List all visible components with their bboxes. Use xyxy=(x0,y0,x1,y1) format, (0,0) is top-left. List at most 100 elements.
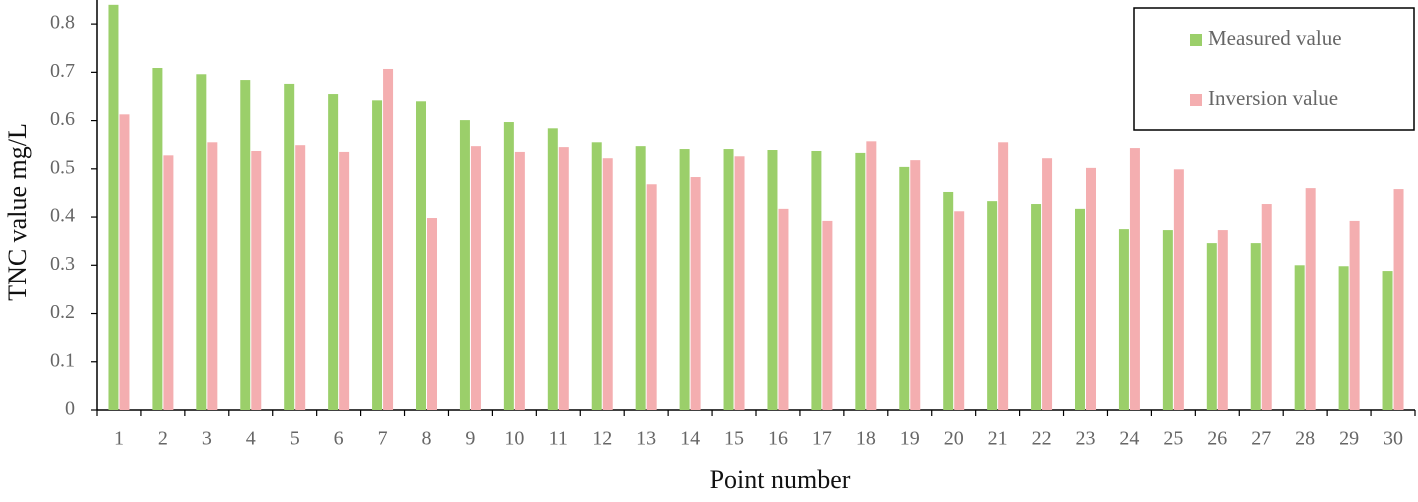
legend-box xyxy=(1133,7,1415,131)
bar xyxy=(734,156,745,410)
bar xyxy=(547,128,558,410)
x-tick-label: 20 xyxy=(944,428,964,450)
legend-swatch xyxy=(1190,34,1202,46)
bar xyxy=(119,114,130,410)
bar xyxy=(866,141,877,410)
x-tick-label: 22 xyxy=(1032,428,1052,450)
bar xyxy=(427,218,437,410)
bar xyxy=(1261,204,1272,410)
x-tick-label: 18 xyxy=(856,428,876,450)
bar xyxy=(811,150,822,410)
y-tick-label: 0.7 xyxy=(50,60,75,82)
bar xyxy=(470,146,481,410)
y-tick-label: 0.8 xyxy=(50,12,75,34)
bar xyxy=(998,142,1009,410)
bar xyxy=(1217,230,1228,410)
bar xyxy=(635,146,646,410)
y-tick-label: 0.4 xyxy=(50,205,75,227)
bar xyxy=(383,68,394,410)
bar xyxy=(240,80,251,410)
bar xyxy=(295,145,306,410)
bar xyxy=(328,94,339,410)
legend-label: Inversion value xyxy=(1208,86,1338,110)
bar xyxy=(558,147,569,410)
bar xyxy=(1129,148,1140,411)
x-tick-label: 14 xyxy=(680,428,700,450)
bar xyxy=(987,201,998,410)
x-tick-label: 17 xyxy=(812,428,832,450)
x-tick-label: 6 xyxy=(334,428,344,450)
x-tick-label: 7 xyxy=(378,428,388,450)
x-tick-label: 24 xyxy=(1119,428,1139,450)
bar xyxy=(690,177,701,410)
bar xyxy=(1118,229,1129,410)
x-tick-label: 15 xyxy=(724,428,744,450)
y-tick-label: 0.5 xyxy=(50,156,75,178)
bar xyxy=(1075,208,1085,410)
bar xyxy=(1031,204,1042,410)
y-tick-label: 0.6 xyxy=(50,108,75,130)
x-tick-label: 9 xyxy=(465,428,475,450)
x-axis-title: Point number xyxy=(710,465,851,494)
x-tick-label: 25 xyxy=(1163,428,1183,450)
bar xyxy=(767,150,778,410)
bar xyxy=(207,142,218,410)
x-tick-label: 29 xyxy=(1339,428,1359,450)
y-tick-label: 0.1 xyxy=(50,349,75,371)
x-tick-label: 12 xyxy=(592,428,612,450)
bar xyxy=(1393,189,1404,410)
bar xyxy=(778,208,789,410)
bar xyxy=(1305,188,1316,410)
bar xyxy=(855,152,866,410)
x-tick-label: 26 xyxy=(1207,428,1227,450)
bar xyxy=(339,151,350,411)
bar xyxy=(514,151,525,411)
bar xyxy=(1382,271,1393,410)
bar xyxy=(152,68,163,410)
bar xyxy=(723,149,734,410)
y-tick-label: 0 xyxy=(65,398,75,420)
y-tick-label: 0.3 xyxy=(50,253,75,275)
x-tick-label: 2 xyxy=(158,428,168,450)
bar xyxy=(1338,266,1349,410)
x-tick-label: 23 xyxy=(1076,428,1096,450)
bar xyxy=(602,158,613,410)
bar xyxy=(910,160,921,410)
x-tick-label: 16 xyxy=(768,428,788,450)
x-tick-label: 27 xyxy=(1251,428,1271,450)
bar xyxy=(899,166,910,410)
x-tick-label: 28 xyxy=(1295,428,1315,450)
bar xyxy=(416,101,426,410)
bar xyxy=(459,120,470,410)
x-tick-label: 21 xyxy=(988,428,1008,450)
x-tick-label: 11 xyxy=(549,428,568,450)
legend-label: Measured value xyxy=(1208,26,1342,50)
bar xyxy=(251,150,262,410)
bar xyxy=(1042,158,1053,410)
y-tick-label: 0.2 xyxy=(50,301,75,323)
x-tick-label: 30 xyxy=(1383,428,1403,450)
bar xyxy=(1349,220,1360,410)
bar xyxy=(372,100,383,411)
bar xyxy=(1206,243,1217,410)
x-tick-label: 19 xyxy=(900,428,920,450)
y-axis-title: TNC value mg/L xyxy=(3,123,32,301)
x-tick-label: 1 xyxy=(114,428,124,450)
bar xyxy=(646,184,657,410)
x-tick-label: 3 xyxy=(202,428,212,450)
legend-swatch xyxy=(1190,94,1202,106)
bar xyxy=(108,4,119,411)
x-tick-label: 4 xyxy=(246,428,256,450)
bar xyxy=(1086,167,1096,410)
x-tick-label: 8 xyxy=(422,428,432,450)
bar xyxy=(163,155,174,410)
x-tick-label: 10 xyxy=(504,428,524,450)
bar xyxy=(503,122,514,411)
bar xyxy=(196,74,207,411)
bar xyxy=(1250,243,1261,410)
bar xyxy=(822,220,833,410)
bar xyxy=(943,191,954,410)
bar xyxy=(1294,265,1305,410)
bar xyxy=(679,149,690,410)
